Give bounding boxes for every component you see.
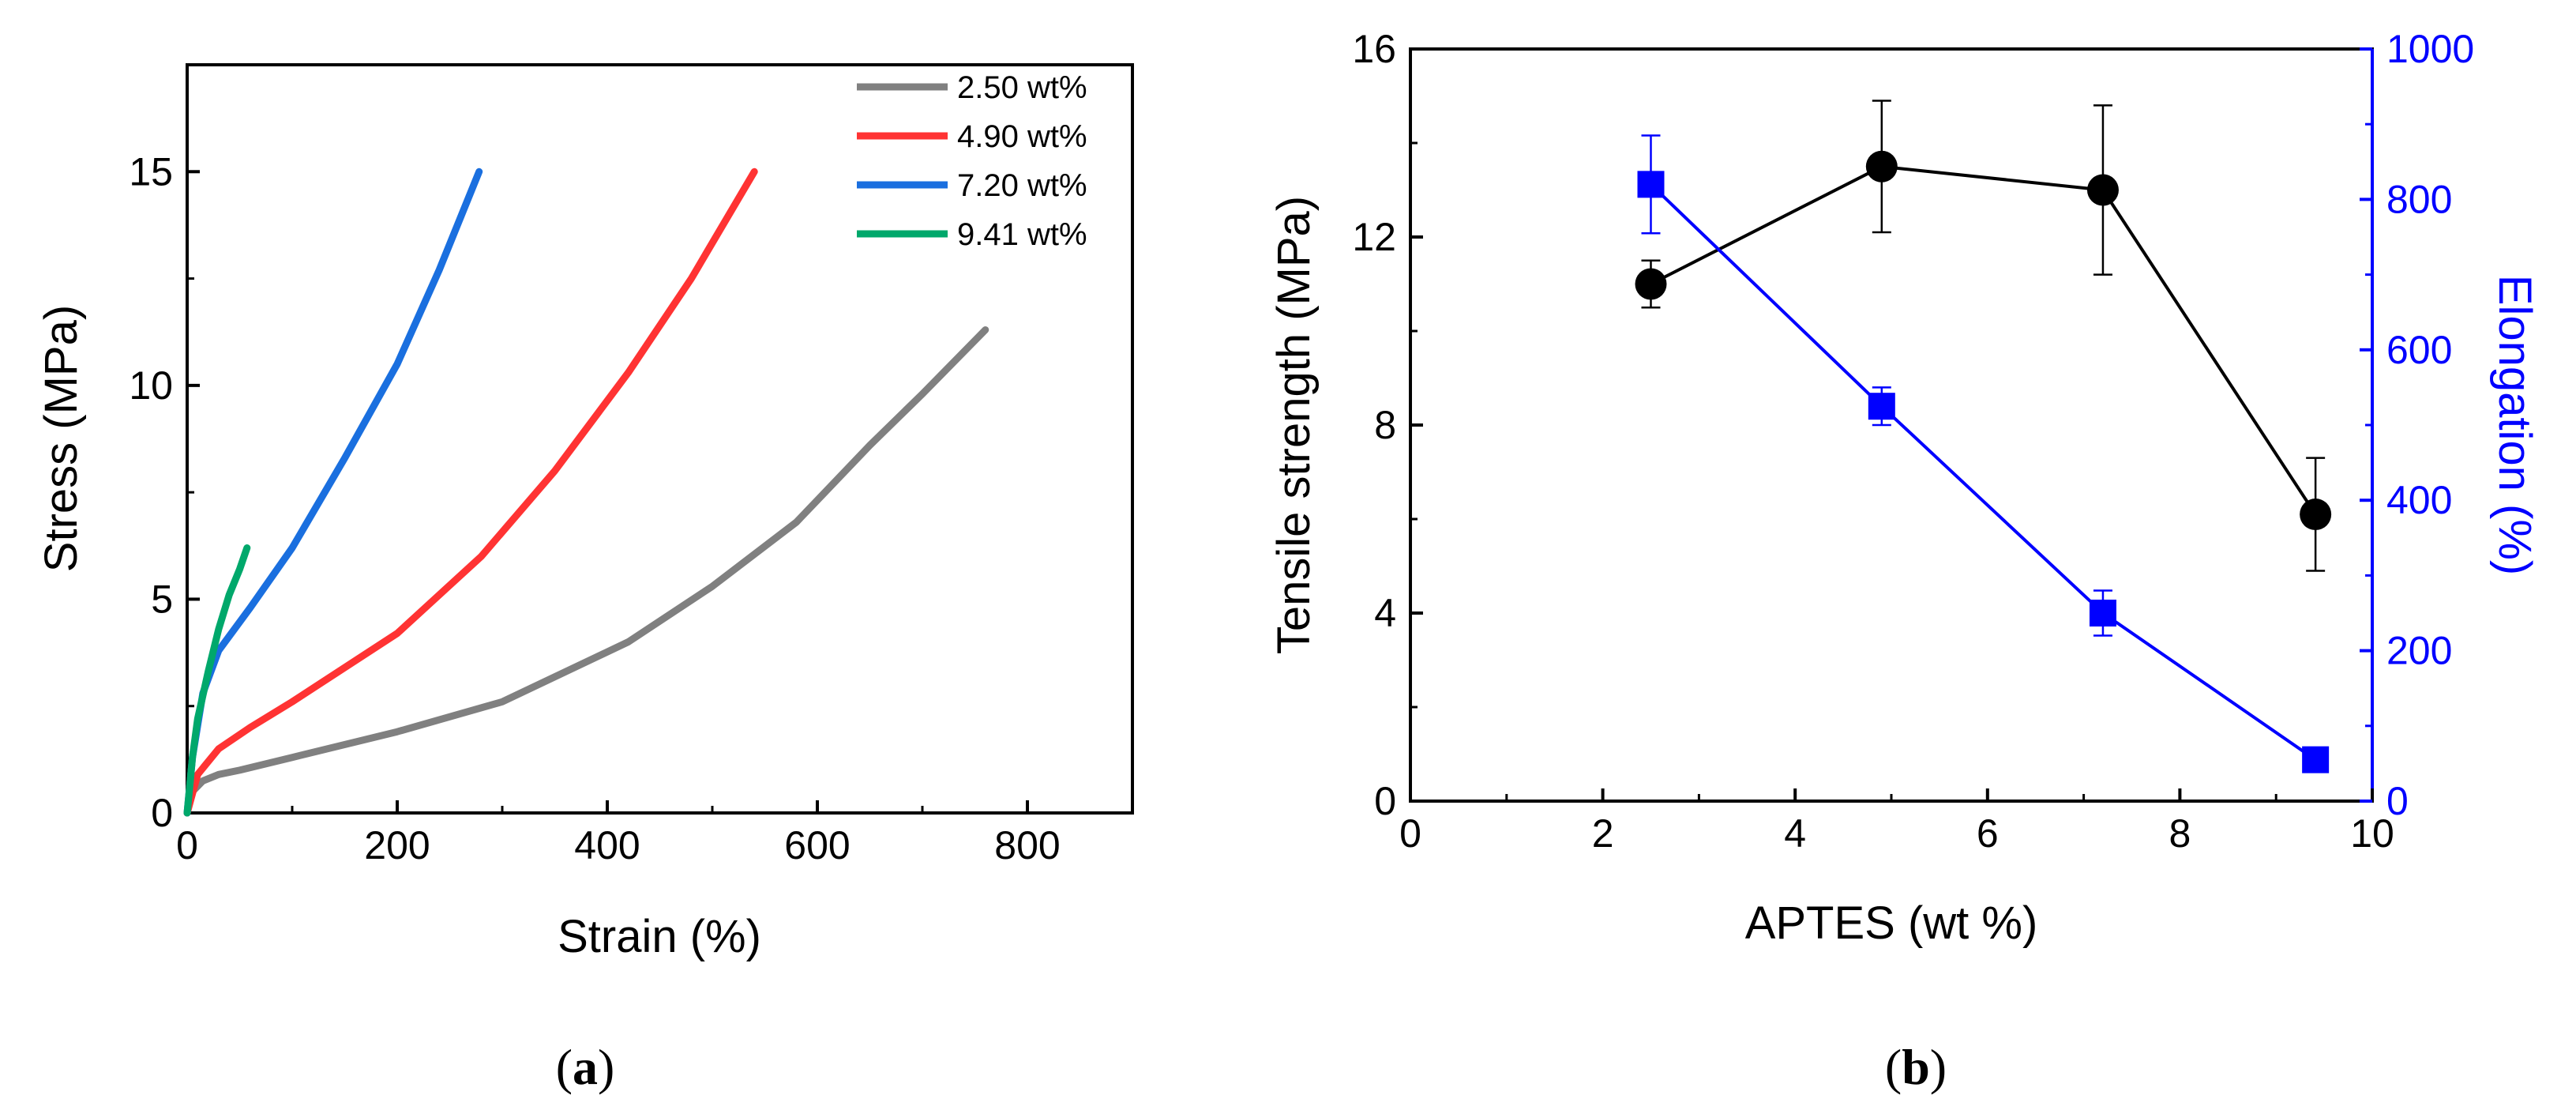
chart-a-ytick-label: 0 xyxy=(151,791,173,835)
chart-b-xtick-label: 0 xyxy=(1399,811,1421,856)
chart-b-ytick-right-label: 1000 xyxy=(2386,27,2474,71)
chart-a-legend: 2.50 wt% 4.90 wt% 7.20 wt% 9.41 wt% xyxy=(857,70,1087,252)
chart-b-ytick-right-label: 600 xyxy=(2386,328,2452,372)
chart-a-legend-label: 2.50 wt% xyxy=(957,70,1087,105)
chart-b-point-elongation xyxy=(1637,171,1665,198)
chart-b-ytick-label: 0 xyxy=(1374,779,1396,823)
chart-b-series-0-line xyxy=(1650,164,2317,516)
chart-b-point-strength xyxy=(2086,174,2119,206)
chart-a-xtick-label: 800 xyxy=(994,823,1060,867)
chart-b-ytick-label: 12 xyxy=(1352,215,1396,259)
chart-b-xtick-label: 6 xyxy=(1977,811,1999,856)
chart-b-ytick-label: 4 xyxy=(1374,591,1396,635)
chart-a-series-0-line xyxy=(183,326,989,817)
chart-b-xtick-label: 10 xyxy=(2350,811,2394,856)
chart-b-ytick-label: 8 xyxy=(1374,403,1396,447)
chart-b-xlabel: APTES (wt %) xyxy=(1745,897,2038,949)
chart-b-xtick-label: 4 xyxy=(1784,811,1806,856)
chart-a-legend-label: 4.90 wt% xyxy=(957,119,1087,154)
chart-a-ytick-label: 5 xyxy=(151,577,173,621)
chart-b-point-elongation xyxy=(2089,600,2116,626)
chart-a-xtick-label: 0 xyxy=(176,823,198,867)
chart-b-series-1-line xyxy=(1650,182,2317,762)
chart-b-xtick-label: 8 xyxy=(2169,811,2191,856)
chart-b-ytick-right-label: 400 xyxy=(2386,478,2452,522)
chart-a-ytick-label: 10 xyxy=(129,363,173,408)
chart-a-xtick-label: 600 xyxy=(784,823,850,867)
chart-a-panel-label: (a) xyxy=(556,1039,615,1095)
chart-a-ylabel: Stress (MPa) xyxy=(36,305,87,572)
chart-a-xtick-label: 400 xyxy=(574,823,640,867)
chart-a-frame xyxy=(186,63,1134,815)
chart-b-ytick-right-label: 800 xyxy=(2386,177,2452,221)
chart-b-series xyxy=(1635,100,2332,773)
chart-a-ytick-label: 15 xyxy=(129,149,173,194)
chart-a-legend-label: 9.41 wt% xyxy=(957,217,1087,252)
chart-b-ylabel-left: Tensile strength (MPa) xyxy=(1268,196,1320,654)
chart-b-ytick-label: 16 xyxy=(1352,27,1396,71)
chart-a-ticks: 0 200 400 600 800 0 5 10 15 xyxy=(129,149,1060,867)
chart-a-series-2-line xyxy=(183,167,483,817)
chart-a: 0 200 400 600 800 0 5 10 15 2.50 wt% 4.90 wt% 7.20… xyxy=(36,63,1134,1095)
chart-b-point-elongation xyxy=(2302,746,2330,773)
chart-a-xtick-label: 200 xyxy=(364,823,430,867)
chart-b-panel-label: (b) xyxy=(1885,1039,1947,1095)
chart-b-point-elongation xyxy=(1868,393,1895,420)
chart-a-series-3-line xyxy=(183,544,251,817)
chart-a-legend-label: 7.20 wt% xyxy=(957,168,1087,203)
chart-b-ytick-right-label: 200 xyxy=(2386,629,2452,673)
chart-b-point-strength xyxy=(1635,268,1667,300)
chart-b-xtick-label: 2 xyxy=(1592,811,1614,856)
chart-b-ytick-right-label: 0 xyxy=(2386,779,2409,823)
chart-b-point-strength xyxy=(2300,499,2332,531)
chart-a-xlabel: Strain (%) xyxy=(558,911,761,962)
chart-b-point-strength xyxy=(1865,150,1898,182)
chart-a-series-1-line xyxy=(183,167,758,817)
chart-a-series xyxy=(183,167,989,817)
chart-b-ylabel-right: Elongation (%) xyxy=(2489,275,2540,575)
